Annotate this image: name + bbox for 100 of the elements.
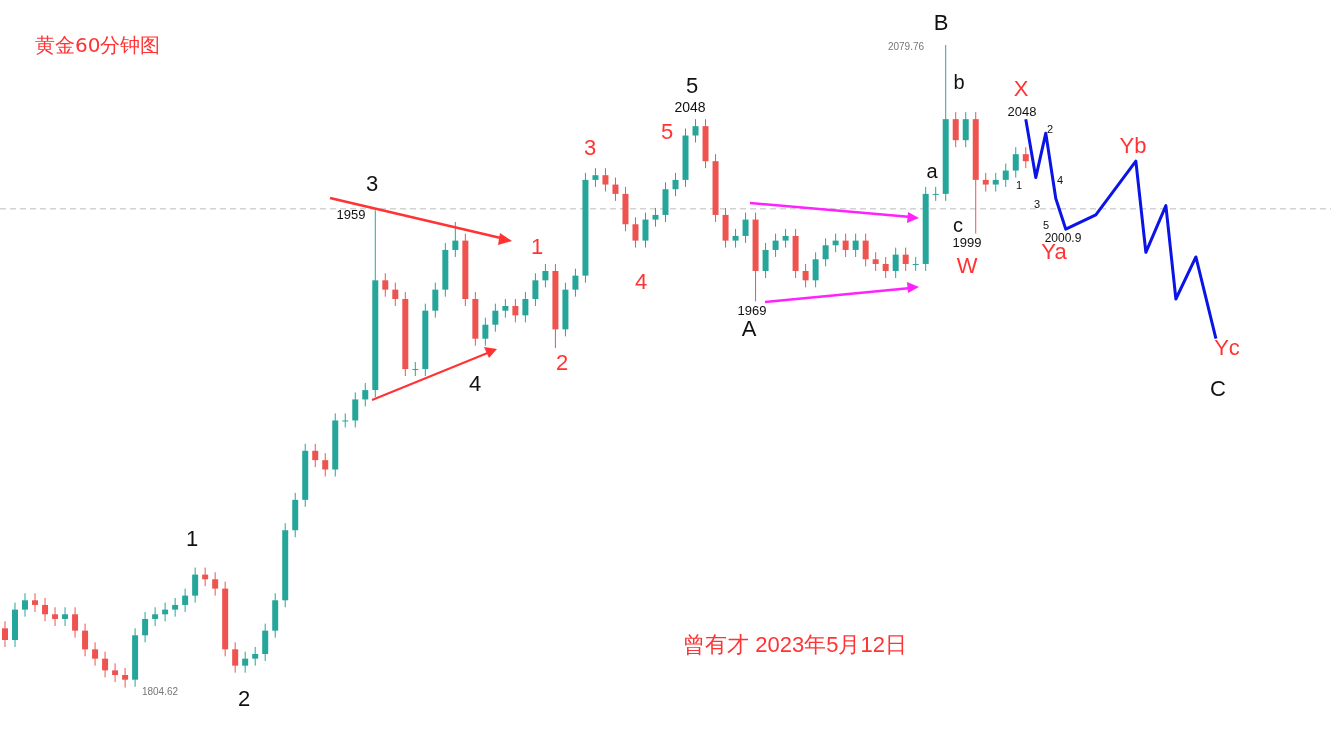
candlestick (672, 172, 679, 197)
candlestick (152, 606, 159, 627)
candlestick (452, 221, 459, 258)
candlestick (882, 256, 889, 279)
annotation: 3 (365, 171, 379, 197)
candlestick (482, 317, 489, 347)
candlestick (982, 172, 989, 193)
annotation: X (1013, 76, 1029, 102)
candlestick (312, 443, 319, 468)
candlestick (602, 167, 609, 193)
annotation: 1969 (737, 302, 767, 318)
annotation: 2 (237, 686, 251, 712)
annotation: 1 (1015, 179, 1023, 192)
candlestick (962, 111, 969, 148)
candlestick (82, 623, 89, 657)
annotation: 4 (468, 371, 482, 397)
annotation: 2 (1046, 123, 1054, 136)
candlestick (232, 641, 239, 674)
candlestick (642, 212, 649, 249)
annotation: A (741, 316, 757, 342)
candlestick (52, 606, 59, 627)
candlestick (62, 606, 69, 627)
candlestick (842, 233, 849, 258)
candlestick (502, 298, 509, 319)
candlestick (92, 641, 99, 667)
candlestick (522, 291, 529, 323)
annotation: 1999 (952, 234, 982, 250)
annotation: 5 (685, 73, 699, 99)
annotation: Yb (1119, 133, 1147, 159)
annotation: 3 (1033, 198, 1041, 211)
candlestick (142, 611, 149, 643)
candlestick (322, 452, 329, 477)
annotation: 曾有才 2023年5月12日 (683, 632, 907, 658)
annotation: 1 (530, 234, 544, 260)
candlestick (212, 571, 219, 597)
annotation: c (953, 213, 963, 236)
candlestick (392, 282, 399, 307)
annotation: 4 (634, 269, 648, 295)
annotation: Yc (1214, 335, 1240, 361)
candlestick (542, 263, 549, 288)
candlestick (1002, 163, 1009, 188)
candlestick (492, 303, 499, 333)
candlestick (932, 186, 939, 202)
annotation: b (953, 70, 965, 93)
annotation: 2 (555, 350, 569, 376)
candlestick (262, 623, 269, 662)
candlestick (1022, 146, 1029, 169)
candlestick (652, 207, 659, 228)
candlestick (1012, 146, 1019, 179)
candlestick (342, 412, 349, 428)
annotation: W (956, 253, 978, 279)
candlestick (172, 597, 179, 618)
candlestick (112, 662, 119, 683)
candlestick (812, 251, 819, 288)
candlestick (412, 361, 419, 377)
candlestick (852, 233, 859, 258)
annotation: 1959 (336, 206, 366, 222)
candlestick (632, 216, 639, 249)
candlestick (362, 382, 369, 407)
annotation: 5 (660, 119, 674, 145)
candlestick (992, 172, 999, 193)
candlestick (772, 233, 779, 258)
candlestick (912, 256, 919, 272)
annotation: a (926, 159, 939, 182)
candlestick (532, 272, 539, 307)
candlestick (252, 646, 259, 667)
annotation: 5 (1042, 219, 1050, 232)
candlestick (762, 242, 769, 279)
annotation: 1 (185, 526, 199, 552)
candlestick (102, 651, 109, 678)
candlestick (72, 606, 79, 639)
candlestick (22, 592, 29, 618)
candlestick (892, 247, 899, 279)
candlestick (692, 118, 699, 144)
candlestick (872, 251, 879, 272)
annotation: 2048 (674, 98, 706, 115)
chart-title: 黄金60分钟图 (35, 33, 161, 58)
candlestick (32, 592, 39, 613)
candlestick (512, 298, 519, 323)
candlestick (192, 567, 199, 604)
candlestick (802, 263, 809, 288)
candlestick (612, 177, 619, 202)
candlestick (122, 667, 129, 689)
candlestick (382, 272, 389, 298)
candlestick (782, 228, 789, 249)
candlestick (2, 620, 9, 648)
annotation: 2048 (1007, 103, 1037, 119)
annotation: C (1210, 376, 1227, 402)
annotation: 3 (583, 135, 597, 161)
annotation: 4 (1056, 174, 1064, 187)
candlestick (732, 228, 739, 249)
candlestick (432, 282, 439, 319)
annotation: 1804.62 (141, 685, 179, 697)
candlestick (862, 233, 869, 267)
candlestick (42, 597, 49, 622)
candlestick (572, 268, 579, 298)
annotation: 2079.76 (887, 40, 925, 52)
text: B (933, 10, 949, 36)
candlestick (182, 588, 189, 613)
candlestick (352, 391, 359, 428)
